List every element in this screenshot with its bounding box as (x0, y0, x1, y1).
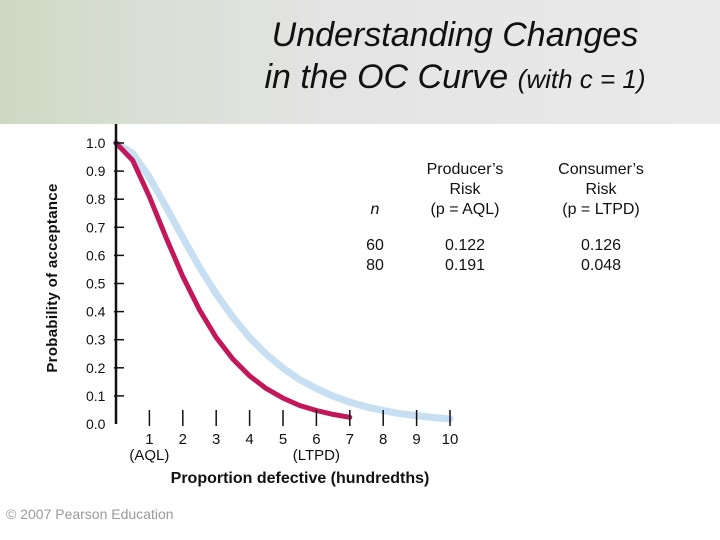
y-tick-label: 0.0 (86, 416, 106, 432)
y-tick-label: 0.5 (86, 276, 106, 292)
x-tick-annotation: (LTPD) (293, 447, 340, 464)
x-tick-label: 3 (212, 431, 220, 448)
y-tick-label: 0.1 (86, 388, 106, 404)
y-axis-label: Probability of acceptance (44, 183, 61, 373)
table-header-consumers-risk: Consumer’s Risk (p = LTPD) (558, 161, 644, 218)
x-tick-label: 7 (346, 431, 354, 448)
table-cell-consumer-80: 0.048 (580, 257, 622, 274)
x-tick-annotation: (AQL) (129, 447, 169, 464)
table-cell-consumer-60: 0.126 (580, 237, 622, 254)
oc-curve-n-60 (112, 139, 454, 423)
x-tick-label: 1 (145, 431, 153, 448)
x-tick-label: 5 (279, 431, 287, 448)
y-tick-label: 0.3 (86, 332, 106, 348)
x-tick-label: 2 (179, 431, 187, 448)
y-tick-label: 0.6 (86, 247, 106, 263)
y-tick-label: 0.2 (86, 360, 106, 376)
y-tick-label: 0.9 (86, 163, 106, 179)
y-tick-label: 1.0 (86, 135, 106, 151)
table-cell-n-80: 80 (366, 257, 384, 274)
x-tick-label: 9 (412, 431, 420, 448)
table-cell-producer-80: 0.191 (444, 257, 486, 274)
x-tick-label: 10 (442, 431, 459, 448)
x-axis-label: Proportion defective (hundredths) (170, 470, 430, 487)
oc-curve-n-80 (113, 140, 353, 420)
chart-title: Understanding Changes in the OC Curve (w… (200, 14, 710, 100)
table-cell-n-60: 60 (366, 237, 384, 254)
table-cell-producer-60: 0.122 (444, 237, 486, 254)
x-tick-label: 8 (379, 431, 387, 448)
x-tick-label: 4 (245, 431, 253, 448)
title-line-2-main: in the OC Curve (264, 58, 518, 96)
title-line-2-small: (with c = 1) (517, 64, 646, 94)
title-line-2: in the OC Curve (with c = 1) (200, 56, 710, 100)
title-band (0, 0, 720, 124)
y-tick-label: 0.8 (86, 191, 106, 207)
y-tick-label: 0.7 (86, 219, 106, 235)
x-tick-label: 6 (312, 431, 320, 448)
title-line-1: Understanding Changes (271, 16, 639, 54)
y-tick-label: 0.4 (86, 304, 106, 320)
copyright-notice: © 2007 Pearson Education (6, 506, 174, 522)
table-header-n: n (370, 201, 380, 218)
table-header-producers-risk: Producer’s Risk (p = AQL) (426, 161, 504, 218)
